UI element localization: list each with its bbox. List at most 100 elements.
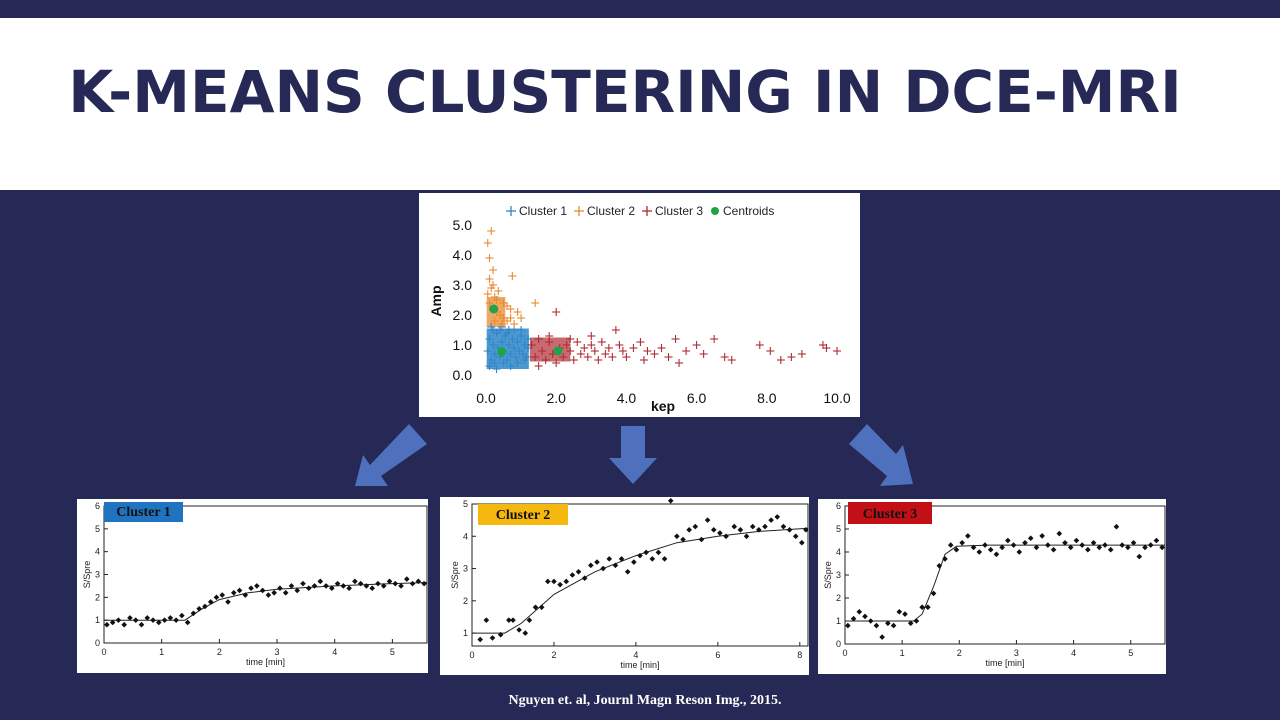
- kmeans-scatter-panel: Cluster 1 Cluster 2 Cluster 3 Centroids 0.0 1…: [419, 193, 860, 417]
- y-tick-label: 2: [95, 592, 100, 602]
- data-point: [265, 592, 272, 598]
- data-point: [1062, 540, 1068, 546]
- scatter-point-1: [506, 350, 515, 358]
- scatter-point-2: [506, 314, 515, 322]
- scatter-point-3: [755, 341, 764, 349]
- scatter-point-3: [615, 341, 624, 349]
- cluster1-curve-chart: 0 1 2 3 4 5 6 0 1 2 3 4 5 time [min] S/Spre Cluster 1: [82, 501, 428, 667]
- data-point: [1027, 535, 1034, 541]
- scatter-point-3: [580, 344, 589, 352]
- data-point: [167, 615, 174, 621]
- data-point: [557, 581, 563, 588]
- data-point: [259, 587, 266, 594]
- scatter-point-3: [622, 353, 631, 361]
- data-point: [993, 551, 1000, 558]
- scatter-point-3: [576, 350, 585, 358]
- cluster-label-bg: [848, 502, 932, 524]
- cluster3-curve-panel: 0 1 2 3 4 5 6 0 1 2 3 4 5 time [min] S/Spre Cluster 3: [818, 499, 1166, 674]
- y-tick-label: 0.0: [453, 367, 473, 383]
- x-axis-label: kep: [651, 398, 675, 414]
- data-point: [1033, 544, 1040, 551]
- data-point: [1067, 544, 1074, 551]
- cluster-label-bg: [478, 504, 568, 525]
- centroid-point: [553, 346, 563, 356]
- data-point: [415, 578, 422, 585]
- data-point: [173, 617, 179, 623]
- scatter-point-2: [531, 299, 540, 307]
- data-point: [612, 562, 619, 569]
- x-tick-label: 4.0: [617, 390, 637, 406]
- data-point: [398, 583, 404, 589]
- cluster1-density: [486, 328, 529, 369]
- scatter-point-2: [506, 305, 515, 313]
- data-point: [1056, 530, 1063, 537]
- y-tick-label: 5.0: [453, 217, 473, 233]
- data-point: [987, 546, 994, 553]
- scatter-point-3: [797, 350, 806, 358]
- data-point: [890, 622, 897, 629]
- data-point: [190, 610, 197, 617]
- data-point: [127, 615, 133, 621]
- cluster1-curve-panel: 0 1 2 3 4 5 6 0 1 2 3 4 5 time [min] S/Spre Cluster 1: [77, 499, 428, 673]
- data-point: [717, 530, 723, 536]
- data-point: [346, 585, 352, 591]
- slide-title: K-MEANS CLUSTERING IN DCE-MRI: [68, 58, 1182, 126]
- x-tick-label: 4: [633, 650, 638, 660]
- scatter-point-3: [720, 353, 729, 361]
- data-point: [248, 585, 254, 591]
- data-point: [862, 613, 868, 620]
- data-point: [271, 589, 277, 596]
- arrow-left-icon: [355, 424, 427, 486]
- data-point: [179, 612, 185, 619]
- data-point: [1073, 537, 1080, 544]
- data-point: [1010, 542, 1017, 548]
- x-axis-label: time [min]: [985, 658, 1024, 668]
- scatter-point-2: [490, 317, 499, 325]
- cluster2-curve-chart: 1 2 3 4 5 0 2 4 6 8 time [min] S/Spre Cluster 2: [450, 497, 809, 670]
- scatter-point-2: [517, 314, 526, 322]
- data-point: [879, 634, 885, 640]
- x-tick-label: 3: [1014, 648, 1019, 658]
- x-tick-label: 6.0: [687, 390, 707, 406]
- data-point: [109, 619, 116, 626]
- data-point: [242, 592, 249, 598]
- y-tick-label: 0: [95, 638, 100, 648]
- data-point: [1159, 544, 1165, 551]
- data-point: [1039, 533, 1045, 539]
- data-point: [409, 580, 416, 587]
- x-tick-label: 2: [551, 650, 556, 660]
- data-point: [710, 527, 717, 533]
- y-tick-label: 4: [836, 547, 841, 557]
- scatter-point-3: [562, 341, 571, 349]
- data-point: [661, 556, 668, 562]
- data-point: [522, 630, 529, 636]
- scatter-point-1: [504, 326, 513, 334]
- data-point: [155, 619, 162, 626]
- data-point: [207, 599, 214, 605]
- scatter-point-1: [492, 365, 501, 373]
- scatter-point-3: [601, 350, 610, 358]
- scatter-point-1: [490, 350, 499, 358]
- scatter-point-3: [587, 332, 596, 340]
- scatter-point-3: [545, 332, 554, 340]
- data-point: [421, 580, 427, 587]
- data-point: [1079, 542, 1085, 548]
- data-point: [104, 621, 110, 628]
- y-tick-label: 1: [95, 615, 100, 625]
- data-point: [803, 527, 809, 533]
- data-point: [288, 583, 295, 589]
- data-point: [606, 556, 613, 562]
- scatter-point-3: [618, 347, 627, 355]
- y-tick-label: 4: [463, 531, 468, 541]
- y-tick-label: 6: [836, 501, 841, 511]
- y-tick-label: 2: [463, 596, 468, 606]
- y-tick-label: 3: [95, 570, 100, 580]
- data-point: [913, 618, 920, 624]
- x-axis-label: time [min]: [246, 657, 285, 667]
- scatter-point-3: [552, 359, 561, 367]
- scatter-point-3: [787, 353, 796, 361]
- data-point: [545, 578, 551, 585]
- legend-marker-3: [642, 206, 652, 216]
- fit-curve: [104, 582, 428, 621]
- data-point: [867, 618, 874, 624]
